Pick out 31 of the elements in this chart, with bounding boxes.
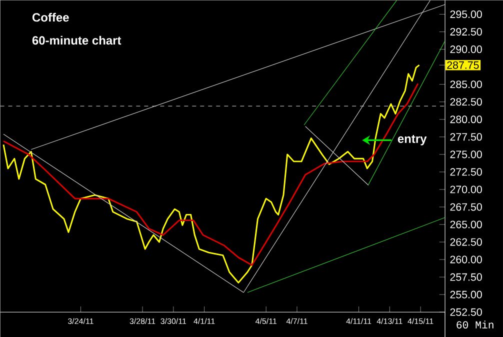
y-tick-label: 282.50: [450, 98, 482, 106]
y-tick-label: 262.50: [450, 238, 482, 246]
annotation: entry: [398, 134, 427, 146]
y-tick-label: 292.50: [450, 28, 482, 36]
y-tick-label: 267.50: [450, 203, 482, 211]
y-tick-label: 280.00: [450, 115, 482, 123]
x-tick-label: 4/5/11: [255, 318, 277, 324]
y-tick-label: 252.50: [450, 308, 482, 316]
y-tick-label: 290.00: [450, 45, 482, 53]
x-tick-label: 4/1/11: [194, 318, 215, 324]
y-tick-label: 270.00: [450, 185, 482, 194]
y-tick-label: 277.50: [450, 132, 482, 140]
y-tick-label: 287.75: [447, 61, 479, 69]
y-tick-label: 265.00: [450, 220, 482, 228]
x-tick-label: 3/28/11: [130, 318, 156, 324]
y-tick-label: 272.50: [450, 168, 482, 176]
x-tick-label: 4/7/11: [286, 318, 308, 324]
y-tick-label: 275.00: [450, 150, 482, 158]
y-tick-label: 255.00: [450, 290, 482, 298]
y-tick-label: 285.00: [450, 80, 482, 88]
x-tick-label: 4/11/11: [346, 318, 372, 324]
x-tick-label: 4/13/11: [376, 318, 402, 324]
x-tick-label: 3/30/11: [160, 318, 186, 324]
x-tick-label: 4/15/11: [408, 318, 434, 324]
text: 60 Min: [456, 320, 494, 328]
y-tick-label: 257.50: [450, 273, 482, 281]
text: Coffee: [32, 12, 69, 22]
text: 60-minute chart: [32, 36, 122, 44]
x-tick-label: 3/24/11: [68, 318, 94, 324]
y-tick-label: 260.00: [450, 256, 482, 264]
y-tick-label: 295.00: [450, 10, 482, 18]
